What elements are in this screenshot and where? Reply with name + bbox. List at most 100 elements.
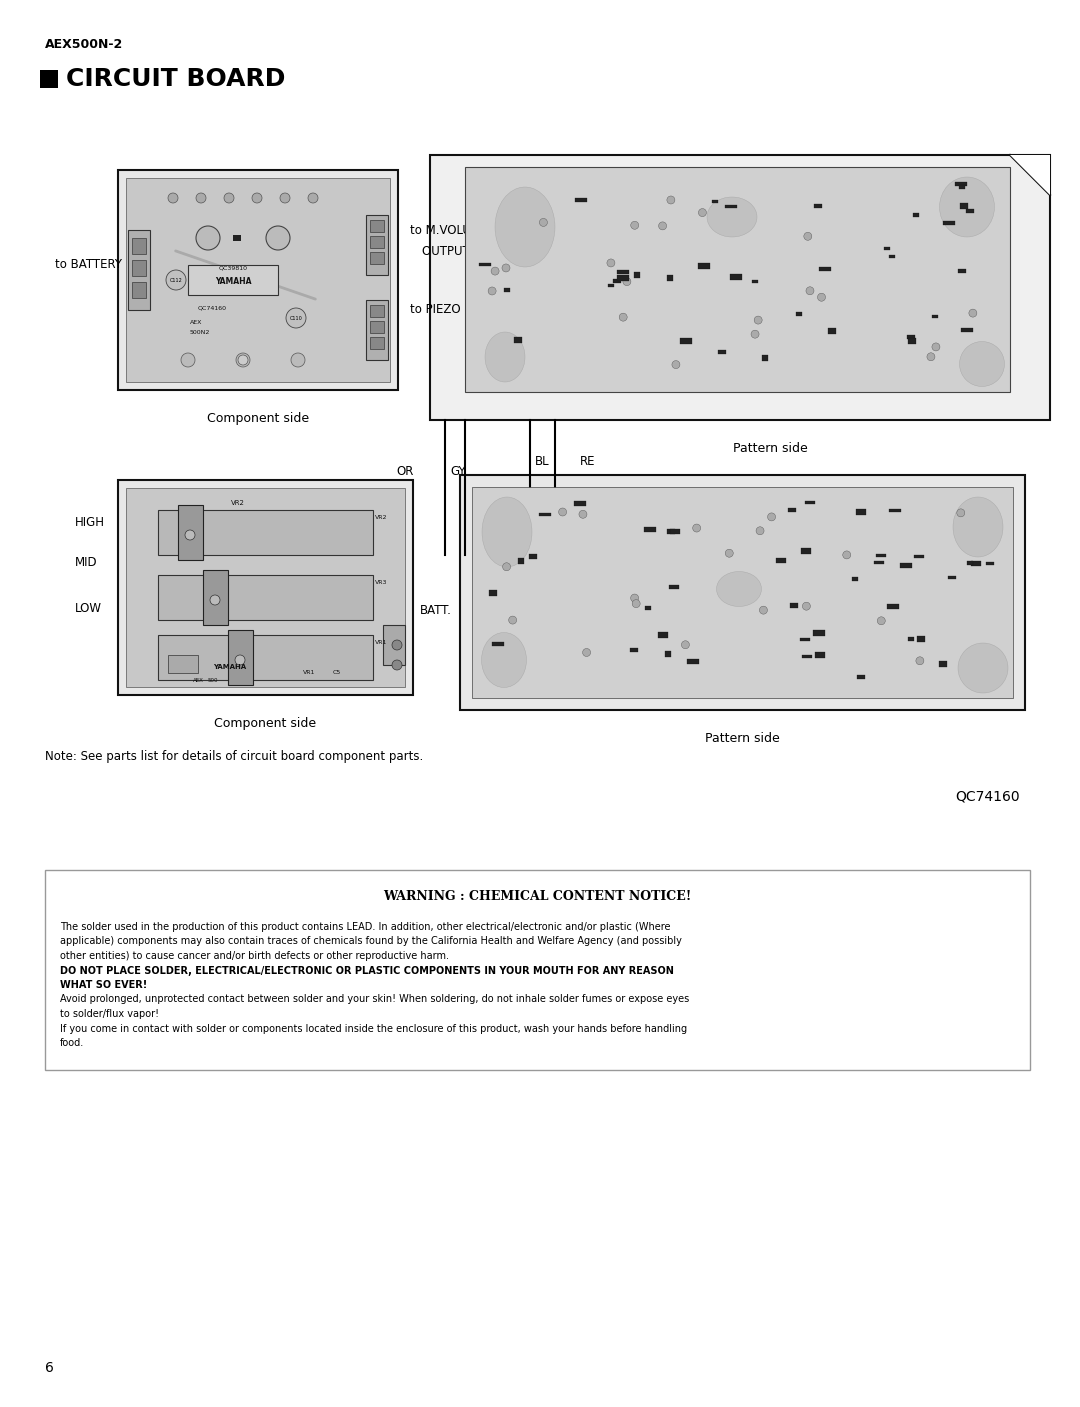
Bar [698,263,711,269]
Circle shape [502,563,511,571]
Bar [658,633,667,639]
Bar [718,349,726,353]
Bar [503,288,510,293]
Bar [233,235,241,241]
Circle shape [195,193,206,203]
Circle shape [539,218,548,227]
Bar [814,204,823,208]
Text: The solder used in the production of this product contains LEAD. In addition, ot: The solder used in the production of thi… [60,922,671,931]
Circle shape [804,232,812,241]
Bar [959,186,964,190]
Circle shape [607,259,615,267]
Bar [917,636,924,643]
Circle shape [699,208,706,217]
Bar [478,263,490,266]
Text: VR1: VR1 [375,640,388,644]
Bar [827,328,836,333]
Bar [670,529,679,535]
Circle shape [238,355,248,364]
Bar [712,200,717,203]
Circle shape [751,331,759,338]
Bar [158,575,373,620]
Bar [944,221,956,225]
Text: MID: MID [75,557,97,570]
Polygon shape [1010,155,1050,196]
Text: Pattern side: Pattern side [704,732,780,744]
Circle shape [224,193,234,203]
Ellipse shape [953,497,1003,557]
Ellipse shape [716,571,761,606]
Circle shape [166,270,186,290]
Circle shape [509,616,516,625]
Bar [730,274,742,280]
Bar [796,312,802,315]
Text: Pattern side: Pattern side [732,442,808,454]
Bar [789,602,798,608]
Bar [118,170,399,390]
Circle shape [756,526,764,535]
Bar [370,236,384,248]
Circle shape [392,660,402,670]
Text: applicable) components may also contain traces of chemicals found by the Califor: applicable) components may also contain … [60,937,681,947]
Circle shape [631,221,638,229]
Bar [529,554,537,560]
Bar [875,561,885,564]
Bar [465,167,1010,393]
Bar [858,675,865,680]
Bar [517,559,524,564]
Bar [514,336,523,343]
Text: to M.VOLUME &: to M.VOLUME & [410,224,501,236]
Bar [126,488,405,687]
Circle shape [842,552,851,559]
Bar [383,625,405,666]
Circle shape [759,606,768,613]
Text: AEX: AEX [193,678,204,682]
Bar [958,269,966,273]
Text: DO NOT PLACE SOLDER, ELECTRICAL/ELECTRONIC OR PLASTIC COMPONENTS IN YOUR MOUTH F: DO NOT PLACE SOLDER, ELECTRICAL/ELECTRON… [60,965,674,975]
Text: 500N2: 500N2 [190,331,211,335]
Bar [203,570,228,625]
Bar [906,335,915,339]
Circle shape [631,594,638,602]
Bar [118,480,413,695]
Bar [158,635,373,680]
Bar [687,658,699,664]
Bar [618,274,630,280]
Circle shape [181,353,195,367]
Bar [575,197,586,201]
Circle shape [932,343,940,350]
Bar [753,280,758,283]
Circle shape [286,308,306,328]
Bar [370,305,384,317]
Bar [370,219,384,232]
Circle shape [957,509,964,516]
Circle shape [969,310,977,317]
Bar [777,557,786,563]
Ellipse shape [958,643,1008,694]
Text: If you come in contact with solder or components located inside the enclosure of: If you come in contact with solder or co… [60,1023,687,1034]
Text: OR: OR [396,464,414,478]
Bar [986,561,995,564]
Circle shape [802,602,810,611]
Bar [914,554,923,557]
Text: to solder/flux vapor!: to solder/flux vapor! [60,1009,159,1019]
Bar [132,238,146,255]
Bar [665,651,671,657]
Circle shape [927,353,935,360]
Text: Component side: Component side [207,412,309,425]
Text: VR1: VR1 [303,671,315,675]
Bar [819,267,831,272]
Bar [947,577,956,580]
Text: HIGH: HIGH [75,515,105,529]
Bar [178,505,203,560]
Bar [856,509,866,515]
Bar [45,870,1030,1069]
Bar [914,212,919,217]
Bar [644,528,656,532]
Bar [617,270,630,274]
Bar [132,260,146,276]
Circle shape [768,514,775,521]
Text: AEX: AEX [190,319,202,325]
Bar [889,255,895,257]
Circle shape [659,222,666,229]
